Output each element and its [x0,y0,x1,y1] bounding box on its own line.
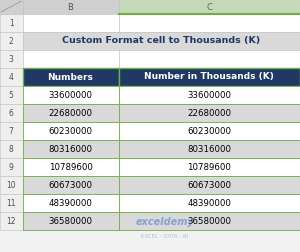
Text: 2: 2 [9,37,14,46]
Bar [118,86,300,104]
Text: 60230000: 60230000 [49,127,92,136]
Bar [118,194,300,212]
Bar [118,68,300,86]
Bar [0,86,22,104]
Bar [22,140,118,158]
Bar [0,68,22,86]
Text: 8: 8 [9,144,14,153]
Text: B: B [68,3,74,12]
Text: 48390000: 48390000 [49,199,92,207]
Bar [118,104,300,122]
Bar [22,158,118,176]
Text: 48390000: 48390000 [187,199,231,207]
Bar [22,212,118,230]
Bar [118,14,300,32]
Text: 11: 11 [7,199,16,207]
Text: 33600000: 33600000 [187,90,231,100]
Text: 7: 7 [9,127,14,136]
Bar [0,122,22,140]
Text: exceldemy: exceldemy [136,217,194,227]
Text: 12: 12 [7,216,16,226]
Text: 60230000: 60230000 [187,127,231,136]
Text: 60673000: 60673000 [49,180,92,190]
Text: 10789600: 10789600 [49,163,92,172]
Text: 4: 4 [9,73,14,81]
Text: Number in Thousands (K): Number in Thousands (K) [144,73,274,81]
Bar [22,32,300,50]
Text: 36580000: 36580000 [49,216,92,226]
Bar [22,194,118,212]
Bar [118,122,300,140]
Bar [22,122,118,140]
Text: 10: 10 [6,180,16,190]
Text: 9: 9 [9,163,14,172]
Text: 22680000: 22680000 [187,109,231,117]
Bar [0,50,22,68]
Text: 80316000: 80316000 [49,144,92,153]
Bar [0,176,22,194]
Bar [22,50,118,68]
Bar [22,104,118,122]
Bar [118,0,300,14]
Text: 10789600: 10789600 [187,163,231,172]
Text: EXCEL - DATA - BI: EXCEL - DATA - BI [141,234,189,239]
Text: 33600000: 33600000 [49,90,92,100]
Text: C: C [206,3,212,12]
Text: 22680000: 22680000 [49,109,92,117]
Bar [118,50,300,68]
Bar [118,212,300,230]
Bar [0,32,22,50]
Bar [118,176,300,194]
Bar [0,140,22,158]
Text: Custom Format cell to Thousands (K): Custom Format cell to Thousands (K) [62,37,260,46]
Text: 3: 3 [9,54,14,64]
Text: 6: 6 [9,109,14,117]
Bar [0,0,22,14]
Bar [22,68,118,86]
Bar [118,158,300,176]
Bar [0,212,22,230]
Bar [0,14,22,32]
Text: 36580000: 36580000 [187,216,231,226]
Bar [0,194,22,212]
Bar [22,14,118,32]
Bar [0,158,22,176]
Text: 5: 5 [9,90,14,100]
Bar [22,86,118,104]
Bar [0,104,22,122]
Text: 80316000: 80316000 [187,144,231,153]
Bar [22,0,118,14]
Text: 60673000: 60673000 [187,180,231,190]
Text: Numbers: Numbers [48,73,93,81]
Bar [22,176,118,194]
Text: 1: 1 [9,18,14,27]
Bar [118,140,300,158]
